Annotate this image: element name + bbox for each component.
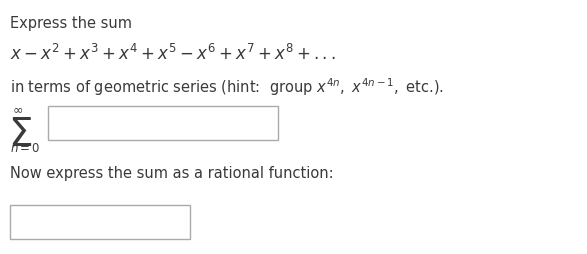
Text: Now express the sum as a rational function:: Now express the sum as a rational functi…	[10, 166, 333, 181]
Text: $\infty$: $\infty$	[12, 103, 23, 116]
Text: Express the sum: Express the sum	[10, 16, 132, 31]
Text: $x - x^2 + x^3 + x^4 + x^5 - x^6 + x^7 + x^8 + ...$: $x - x^2 + x^3 + x^4 + x^5 - x^6 + x^7 +…	[10, 44, 336, 64]
FancyBboxPatch shape	[48, 106, 278, 140]
Text: $n=0$: $n=0$	[10, 142, 41, 155]
FancyBboxPatch shape	[10, 205, 190, 239]
Text: $\Sigma$: $\Sigma$	[8, 116, 32, 154]
Text: in terms of geometric series (hint:  group $x^{4n},\ x^{4n-1},$ etc.).: in terms of geometric series (hint: grou…	[10, 76, 444, 98]
